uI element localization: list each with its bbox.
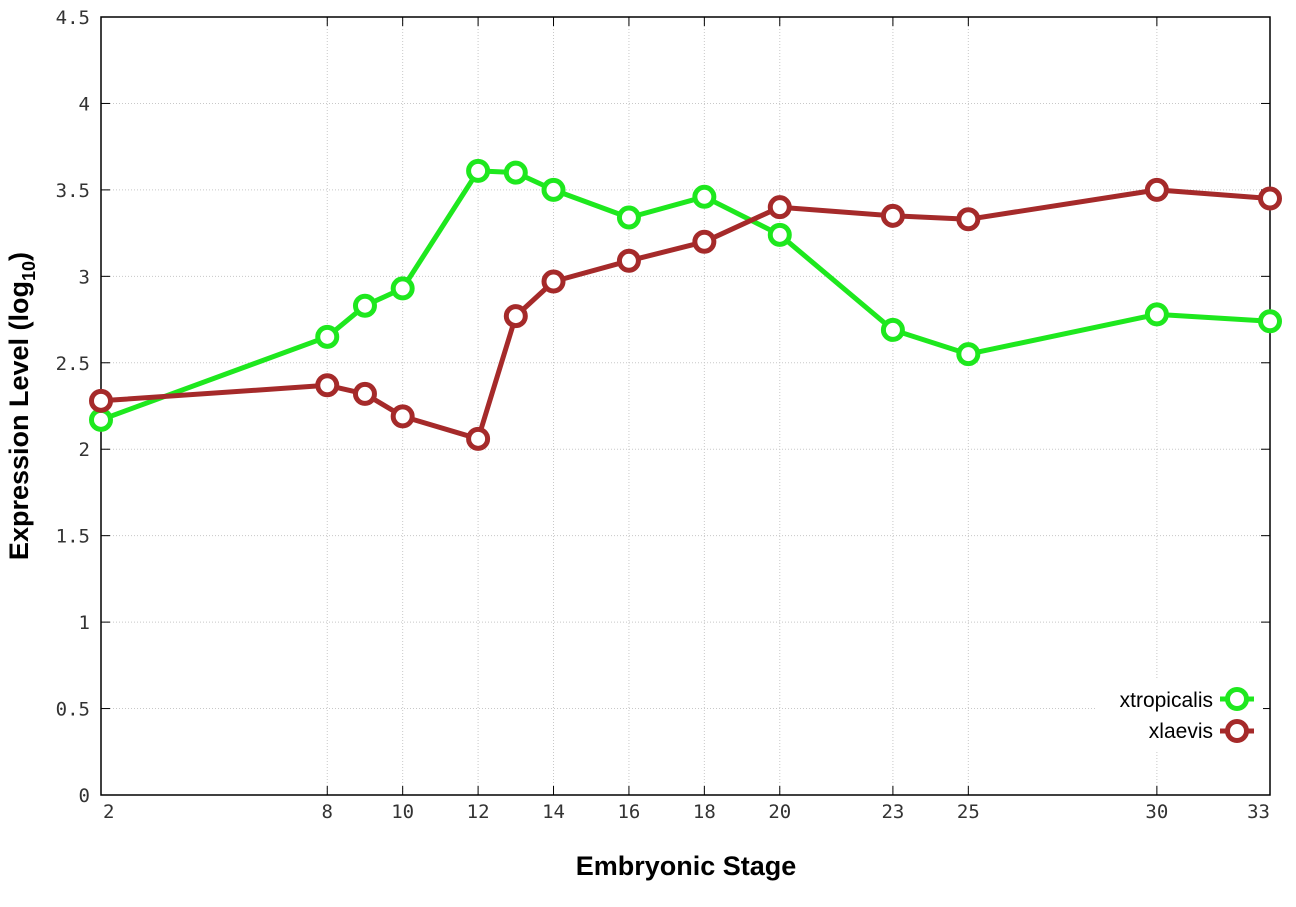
data-point-xlaevis <box>767 195 792 220</box>
y-axis-title-main: Expression Level (log <box>4 281 34 560</box>
y-axis-title: Expression Level (log10) <box>4 252 39 560</box>
data-point-xlaevis <box>1258 186 1282 211</box>
legend: xtropicalis xlaevis <box>1095 680 1263 750</box>
x-tick-label: 25 <box>957 801 980 823</box>
tick-layer: 0 0.5 1 1.5 2 2.5 3 3.5 4 4.5 2 8 10 12 14 16 18 20 23 25 30… <box>56 7 1271 823</box>
x-tick-label: 16 <box>617 801 640 823</box>
data-point-xtropicalis <box>1144 302 1169 327</box>
x-tick-label: 14 <box>542 801 565 823</box>
legend-label-xlaevis: xlaevis <box>1149 720 1213 743</box>
series-xlaevis <box>89 177 1282 451</box>
x-axis-title: Embryonic Stage <box>576 851 797 881</box>
data-point-xlaevis <box>956 207 981 232</box>
y-tick-label: 1 <box>79 612 90 634</box>
data-point-xtropicalis <box>352 293 377 318</box>
y-tick-label: 4 <box>79 93 90 115</box>
series-line-xtropicalis <box>100 168 1271 423</box>
data-point-xlaevis <box>692 229 717 254</box>
data-point-xtropicalis <box>503 160 528 185</box>
plot-frame <box>100 16 1271 796</box>
data-point-xtropicalis <box>390 276 415 301</box>
y-tick-label: 2 <box>79 439 90 461</box>
y-tick-label: 0.5 <box>56 699 90 721</box>
data-point-xtropicalis <box>1258 309 1282 334</box>
data-point-xtropicalis <box>315 324 340 349</box>
y-tick-label: 0 <box>79 785 90 807</box>
y-axis-title-close: ) <box>4 252 34 261</box>
data-point-xlaevis <box>1144 177 1169 202</box>
x-tick-label: 2 <box>103 801 114 823</box>
x-tick-label: 30 <box>1145 801 1168 823</box>
series-xtropicalis <box>89 158 1282 432</box>
data-point-xlaevis <box>466 426 491 451</box>
data-point-xlaevis <box>89 388 113 413</box>
data-point-xtropicalis <box>692 184 717 209</box>
legend-label-xtropicalis: xtropicalis <box>1120 689 1213 712</box>
y-tick-label: 4.5 <box>56 7 90 29</box>
y-tick-label: 2.5 <box>56 353 90 375</box>
x-tick-label: 10 <box>391 801 414 823</box>
x-tick-label: 8 <box>322 801 333 823</box>
legend-marker-xtropicalis <box>1225 687 1249 711</box>
legend-marker-xlaevis <box>1225 719 1249 743</box>
data-point-xtropicalis <box>89 407 113 432</box>
data-point-xlaevis <box>352 381 377 406</box>
data-point-xlaevis <box>880 203 905 228</box>
data-point-xtropicalis <box>616 205 641 230</box>
data-point-xtropicalis <box>466 158 491 183</box>
data-point-xtropicalis <box>541 177 566 202</box>
series-line-xlaevis <box>100 187 1271 442</box>
data-point-xlaevis <box>390 404 415 429</box>
data-point-xtropicalis <box>956 342 981 367</box>
x-tick-label: 12 <box>467 801 490 823</box>
grid-layer <box>101 17 1270 795</box>
y-tick-label: 3 <box>79 266 90 288</box>
y-tick-label: 3.5 <box>56 180 90 202</box>
legend-entry-xlaevis: xlaevis <box>1149 719 1254 743</box>
data-point-xtropicalis <box>880 317 905 342</box>
data-point-xtropicalis <box>767 222 792 247</box>
data-point-xlaevis <box>315 373 340 398</box>
x-tick-label: 20 <box>768 801 791 823</box>
y-axis-title-subscript: 10 <box>19 261 39 281</box>
legend-entry-xtropicalis: xtropicalis <box>1120 687 1254 712</box>
x-tick-label: 23 <box>881 801 904 823</box>
y-tick-label: 1.5 <box>56 526 90 548</box>
x-tick-label: 33 <box>1247 801 1270 823</box>
x-tick-label: 18 <box>693 801 716 823</box>
series-layer <box>89 158 1282 451</box>
data-point-xlaevis <box>616 248 641 273</box>
data-point-xlaevis <box>503 304 528 329</box>
data-point-xlaevis <box>541 269 566 294</box>
